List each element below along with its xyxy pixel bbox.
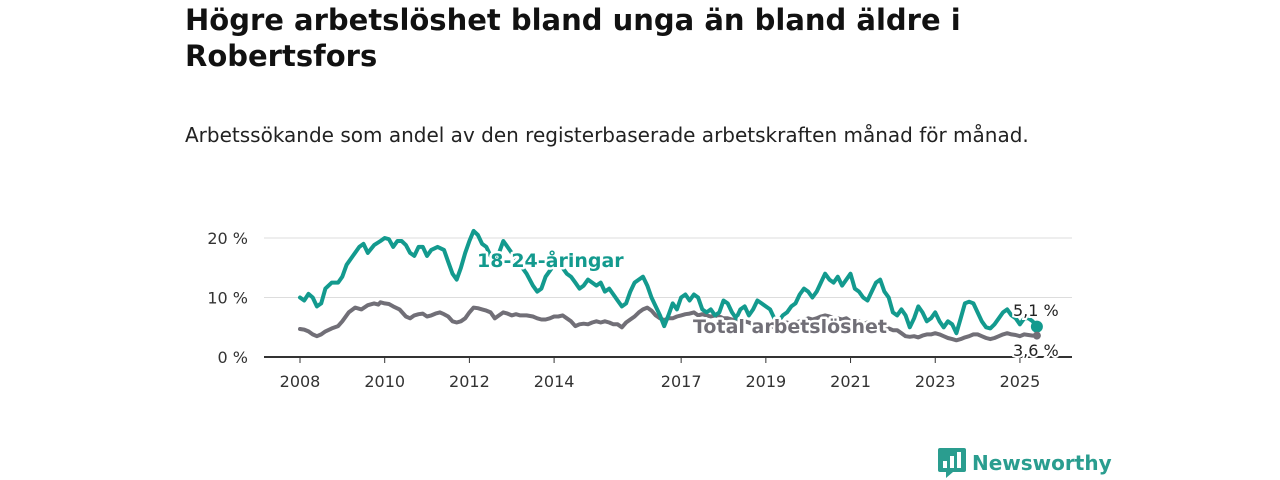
chart-subtitle: Arbetssökande som andel av den registerb…	[185, 123, 1029, 147]
total-end-dot	[1032, 331, 1041, 340]
youth-series-line	[298, 228, 1039, 336]
y-tick-label: 10 %	[207, 289, 248, 308]
total-series-line	[298, 300, 1039, 343]
y-tick-label: 20 %	[207, 229, 248, 248]
x-tick-label: 2014	[534, 372, 575, 391]
x-tick-label: 2019	[745, 372, 786, 391]
y-tick-label: 0 %	[218, 348, 248, 367]
brand-logo: Newsworthy	[938, 448, 1112, 478]
x-tick-label: 2021	[830, 372, 871, 391]
x-tick-label: 2010	[364, 372, 405, 391]
youth-end-value-label: 5,1 %	[1013, 301, 1059, 320]
chart-title: Högre arbetslöshet bland unga än bland ä…	[185, 3, 961, 73]
youth-end-dot	[1030, 320, 1043, 333]
x-tick-label: 2017	[661, 372, 702, 391]
brand-name: Newsworthy	[972, 451, 1112, 475]
youth-series-label: 18-24-åringar	[477, 248, 624, 272]
total-series-label: Total arbetslöshet	[693, 316, 887, 338]
bar-chart-speech-bubble-icon	[938, 448, 966, 478]
total-end-value-label: 3,6 %	[1013, 341, 1059, 360]
x-tick-label: 2012	[449, 372, 490, 391]
x-tick-label: 2025	[1000, 372, 1041, 391]
x-tick-label: 2008	[280, 372, 321, 391]
x-tick-label: 2023	[915, 372, 956, 391]
